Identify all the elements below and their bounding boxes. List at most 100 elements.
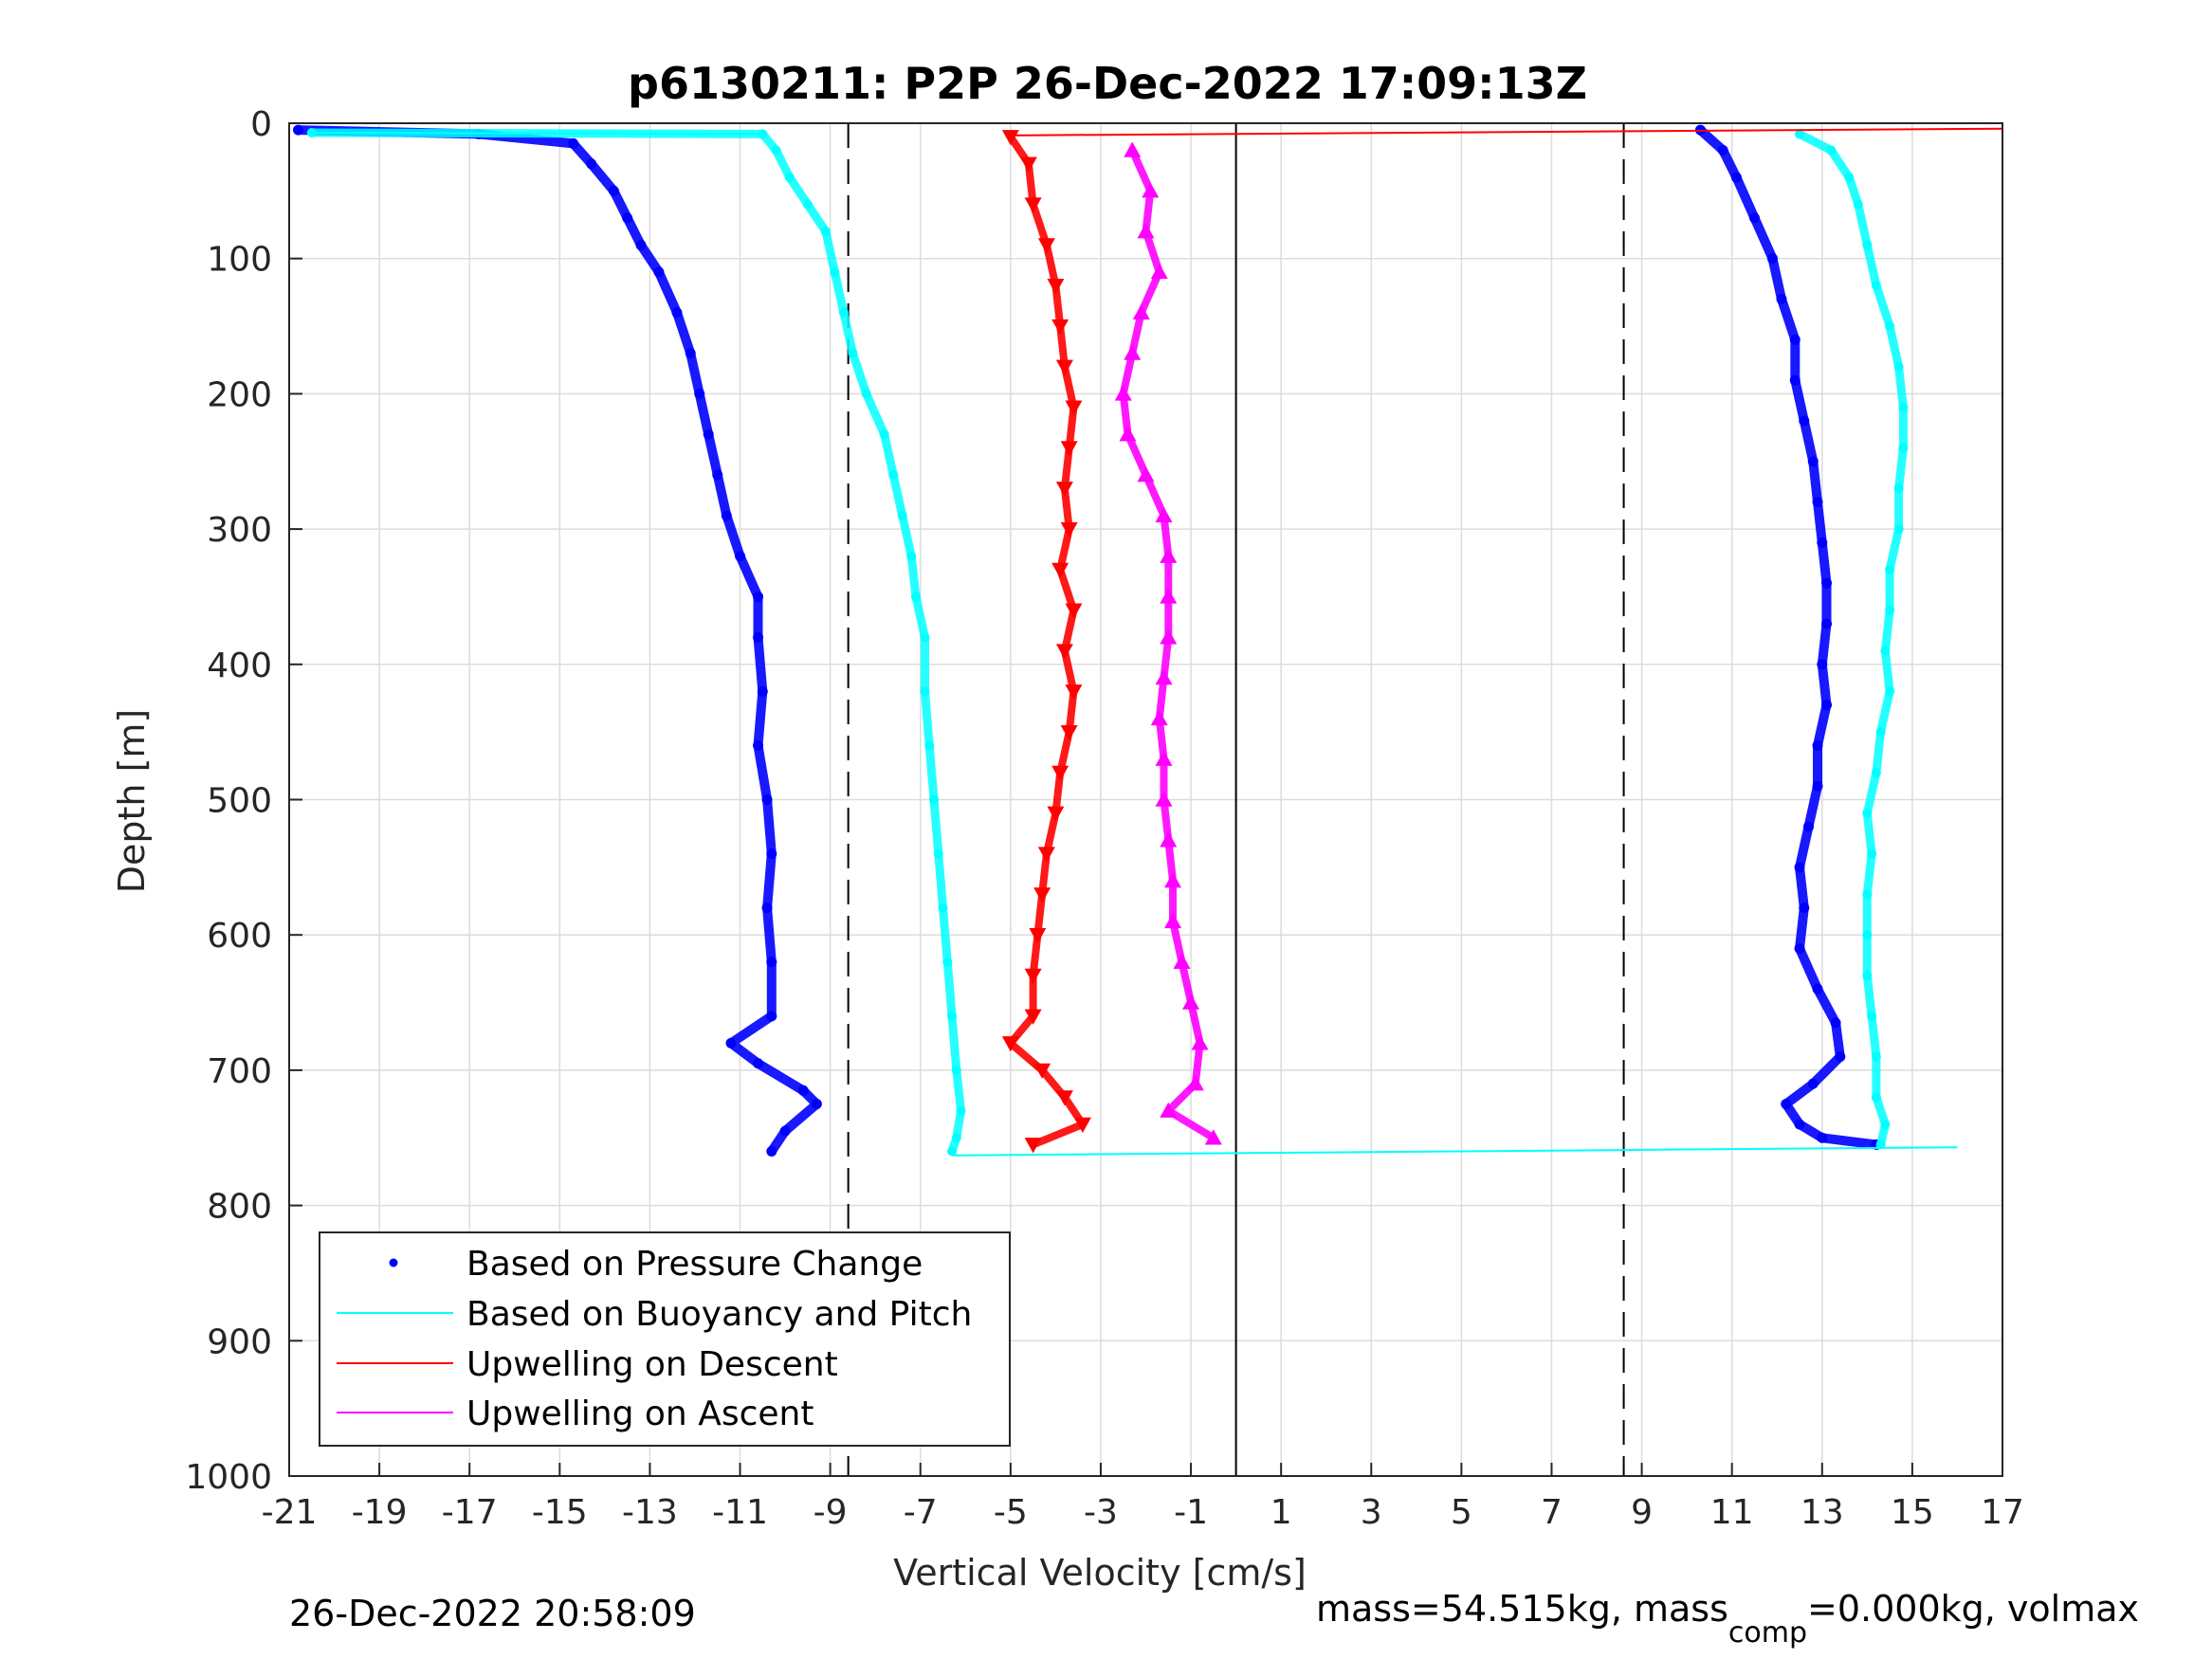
y-tick-label: 0 <box>250 105 272 144</box>
y-tick-label: 500 <box>207 782 272 821</box>
pressure-point <box>622 212 633 224</box>
ascent-upwelling-point <box>1150 709 1168 726</box>
pressure-point <box>753 591 764 602</box>
pressure-point <box>1776 294 1787 305</box>
legend-box <box>319 1231 1011 1447</box>
series-2 <box>1001 130 1091 1154</box>
x-tick-label: -17 <box>442 1493 498 1532</box>
x-tick-label: -3 <box>1084 1493 1118 1532</box>
pressure-point <box>1748 212 1760 224</box>
descent-upwelling-point <box>1065 684 1083 701</box>
buoyancy-point <box>1867 1011 1877 1021</box>
buoyancy-bottom-connector <box>952 1146 1958 1157</box>
x-tick-label: -21 <box>262 1493 318 1532</box>
ascent-upwelling-point <box>1160 831 1178 848</box>
ascent-upwelling-point <box>1137 223 1155 239</box>
x-tick-label: 13 <box>1801 1493 1844 1532</box>
descent-upwelling-point <box>1024 1009 1042 1025</box>
pressure-point <box>1789 374 1801 386</box>
ascent-upwelling-point <box>1150 263 1168 280</box>
ascent-upwelling-point <box>1160 1102 1178 1118</box>
pressure-point <box>1812 497 1823 508</box>
x-tick-label: -5 <box>994 1493 1028 1532</box>
buoyancy-point <box>888 470 899 481</box>
buoyancy-point <box>1893 524 1904 535</box>
buoyancy-point <box>933 848 943 859</box>
buoyancy-point <box>1871 1092 1881 1103</box>
ascent-upwelling-point <box>1164 872 1182 888</box>
pressure-point <box>694 388 705 399</box>
buoyancy-point <box>1795 129 1805 139</box>
y-tick-label: 400 <box>207 647 272 685</box>
descent-upwelling-point <box>1033 1063 1051 1079</box>
buoyancy-point <box>938 902 948 913</box>
pressure-point <box>766 1146 777 1158</box>
buoyancy-point <box>1871 281 1881 291</box>
pressure-point <box>1835 1051 1846 1063</box>
pressure-point <box>293 124 304 136</box>
x-tick-label: 7 <box>1541 1493 1563 1532</box>
descent-upwelling-point <box>1029 928 1047 944</box>
y-tick-label: 600 <box>207 917 272 956</box>
descent-upwelling-point <box>1055 1090 1073 1106</box>
descent-upwelling-point <box>1024 197 1042 213</box>
ascent-upwelling-point <box>1137 466 1155 483</box>
buoyancy-point <box>1880 646 1891 656</box>
x-axis-ticks: -21 -19 -17 -15 -13 -11 -9 -7 -5 -3 -1 1 3 5 7 9 11 13 15 1… <box>262 1463 2024 1532</box>
buoyancy-point <box>861 389 871 399</box>
buoyancy-point <box>1862 930 1873 940</box>
x-tick-label: 5 <box>1451 1493 1472 1532</box>
buoyancy-point <box>1862 240 1873 250</box>
y-tick-label: 100 <box>207 241 272 280</box>
buoyancy-point <box>1885 686 1895 697</box>
pressure-point <box>1803 821 1815 832</box>
ascent-upwelling-point <box>1160 547 1178 563</box>
buoyancy-point <box>1862 971 1873 981</box>
pressure-point <box>712 469 723 481</box>
pressure-point <box>703 428 714 440</box>
buoyancy-point <box>1898 402 1909 412</box>
pressure-point <box>1807 456 1819 467</box>
pressure-point <box>1830 1017 1841 1029</box>
x-tick-label: 9 <box>1631 1493 1653 1532</box>
x-tick-label: -13 <box>622 1493 678 1532</box>
pressure-point <box>1821 618 1833 629</box>
pressure-point <box>1717 145 1728 156</box>
y-tick-label: 300 <box>207 511 272 550</box>
y-tick-label: 200 <box>207 375 272 414</box>
ascent-upwelling-point <box>1124 344 1142 360</box>
legend-label-ascent: Upwelling on Ascent <box>466 1395 814 1433</box>
ascent-upwelling-point <box>1182 994 1200 1010</box>
buoyancy-point <box>1885 321 1895 332</box>
pressure-point <box>653 266 665 278</box>
buoyancy-point <box>1885 605 1895 615</box>
pressure-point <box>671 307 683 319</box>
x-tick-label: 15 <box>1891 1493 1934 1532</box>
buoyancy-point <box>929 794 940 805</box>
ascent-upwelling-point <box>1204 1129 1222 1145</box>
descent-upwelling-point <box>1060 724 1078 741</box>
buoyancy-point <box>830 266 840 277</box>
pressure-point <box>761 794 773 805</box>
pressure-point <box>1807 1078 1819 1089</box>
pressure-point <box>766 1011 777 1022</box>
buoyancy-point <box>784 173 795 183</box>
pressure-point <box>761 902 773 914</box>
x-tick-label: -11 <box>712 1493 768 1532</box>
plot-area <box>293 124 2003 1158</box>
buoyancy-point <box>820 227 831 237</box>
x-tick-label: -9 <box>814 1493 848 1532</box>
buoyancy-point <box>1871 767 1881 777</box>
pressure-point <box>635 239 647 250</box>
buoyancy-point <box>1826 145 1837 155</box>
y-tick-label: 1000 <box>185 1458 272 1497</box>
legend-label-pressure: Based on Pressure Change <box>466 1245 923 1284</box>
buoyancy-point <box>802 199 813 210</box>
descent-upwelling-point <box>1073 1117 1091 1133</box>
buoyancy-point <box>1871 1051 1881 1062</box>
ascent-upwelling-point <box>1124 141 1142 157</box>
pressure-point <box>753 1058 764 1069</box>
pressure-point <box>1794 862 1805 873</box>
ascent-upwelling-point <box>1160 588 1178 604</box>
pressure-point <box>721 510 732 521</box>
